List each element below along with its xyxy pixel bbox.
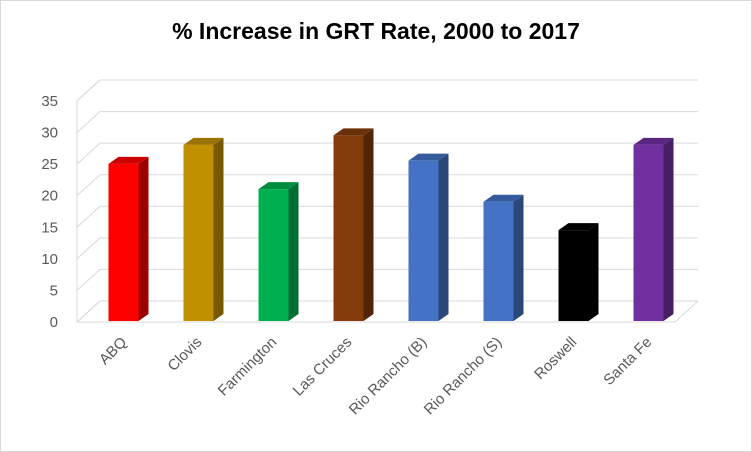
bar-rio-rancho-b-: [408, 153, 449, 321]
gridline: [76, 268, 698, 291]
y-tick-label: 15: [41, 219, 58, 236]
bar-front: [183, 144, 214, 321]
bar-rio-rancho-s-: [483, 194, 524, 321]
bar-top: [258, 182, 299, 190]
gridlines: [76, 79, 698, 323]
bars: [108, 128, 674, 321]
bar-farmington: [258, 182, 299, 321]
y-tick-label: 10: [41, 251, 58, 268]
bar-santa-fe: [633, 137, 674, 321]
bar-front: [333, 135, 364, 321]
floor: [77, 300, 699, 323]
chart-title: % Increase in GRT Rate, 2000 to 2017: [172, 18, 580, 44]
gridline: [76, 174, 698, 197]
bar-side: [288, 182, 299, 321]
x-tick-label: Clovis: [164, 334, 205, 375]
left-wall: [76, 79, 101, 324]
y-axis-ticks: 0 5 10 15 20 25 30 35: [41, 93, 58, 331]
bar-las-cruces: [333, 128, 374, 321]
gridline: [76, 300, 698, 323]
bar-side: [138, 156, 149, 321]
y-tick-label: 0: [50, 314, 58, 331]
gridline: [76, 237, 698, 260]
bar-side: [513, 194, 524, 321]
y-tick-label: 5: [50, 282, 58, 299]
bar-side: [438, 153, 449, 321]
gridline: [76, 205, 698, 228]
gridline: [76, 111, 698, 133]
x-tick-label: Santa Fe: [600, 334, 655, 389]
bar-top: [408, 153, 449, 161]
x-tick-label: Las Cruces: [290, 334, 356, 400]
bar-top: [108, 156, 149, 164]
bar-side: [663, 137, 674, 321]
gridline: [76, 79, 698, 102]
bar-front: [108, 163, 139, 321]
x-tick-label: Farmington: [215, 334, 281, 400]
bar-side: [213, 137, 224, 321]
bar-roswell: [558, 223, 599, 321]
chart-walls: [76, 79, 699, 324]
bar-front: [633, 144, 664, 321]
x-tick-label: Rio Rancho (B): [346, 334, 431, 419]
y-tick-label: 25: [41, 156, 58, 173]
bar-top: [558, 223, 599, 231]
bar-top: [633, 137, 674, 145]
y-tick-label: 30: [41, 125, 58, 142]
bar-front: [558, 230, 589, 321]
bar-abq: [108, 156, 149, 321]
x-tick-label: Rio Rancho (S): [421, 334, 506, 419]
y-tick-label: 35: [41, 93, 58, 110]
bar-top: [183, 137, 224, 145]
y-tick-label: 20: [41, 188, 58, 205]
bar-clovis: [183, 137, 224, 321]
bar-top: [483, 194, 524, 202]
x-tick-label: ABQ: [96, 334, 130, 368]
bar-top: [333, 128, 374, 136]
x-tick-label: Roswell: [531, 334, 580, 383]
bar-front: [483, 201, 514, 321]
bar-side: [588, 223, 599, 321]
bar-front: [408, 160, 439, 321]
bar-front: [258, 189, 289, 321]
bar-side: [363, 128, 374, 321]
gridline: [76, 142, 698, 165]
